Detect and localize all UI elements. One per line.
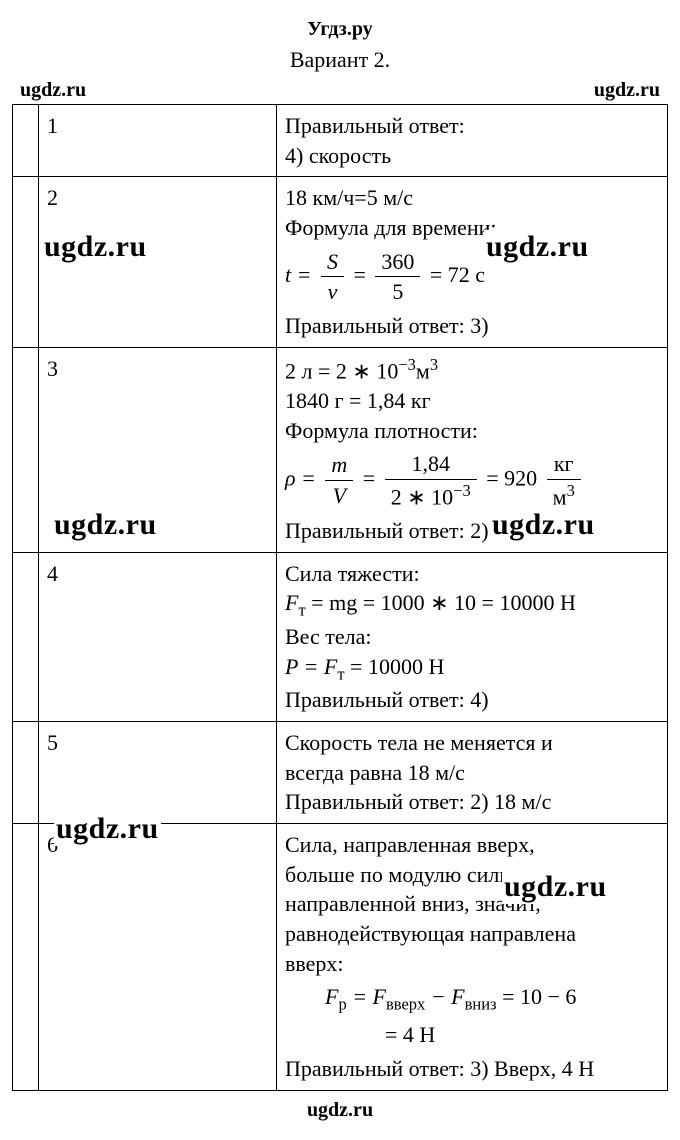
text-part: − F bbox=[425, 984, 464, 1009]
table-row: 4 Сила тяжести: Fт = mg = 1000 ∗ 10 = 10… bbox=[13, 552, 668, 721]
answer-line: 4) скорость bbox=[285, 141, 659, 171]
cell-number: 1 bbox=[39, 105, 277, 177]
text-part: F bbox=[325, 984, 338, 1009]
watermark-overlay: ugdz.ru bbox=[42, 230, 149, 264]
cell-number: 6 bbox=[39, 824, 277, 1090]
frac-den: 2 ∗ 10−3 bbox=[385, 480, 477, 512]
fraction: S v bbox=[321, 247, 344, 307]
cell-number: 4 bbox=[39, 552, 277, 721]
eq-text: t = bbox=[285, 262, 311, 287]
watermark-row-top: ugdz.ru ugdz.ru bbox=[12, 79, 668, 102]
frac-num: 1,84 bbox=[385, 449, 477, 480]
superscript: 3 bbox=[430, 355, 438, 374]
fraction: кг м3 bbox=[547, 449, 581, 512]
answer-line: Правильный ответ: 2) bbox=[285, 516, 659, 546]
subscript: р bbox=[338, 995, 346, 1014]
eq-text: = 920 bbox=[486, 466, 542, 491]
fraction: 1,84 2 ∗ 10−3 bbox=[385, 449, 477, 512]
equation: = 4 Н bbox=[285, 1020, 659, 1050]
variant-title: Вариант 2. bbox=[12, 47, 668, 73]
answer-line: 1840 г = 1,84 кг bbox=[285, 386, 659, 416]
frac-den: V bbox=[325, 481, 353, 511]
answer-line: 18 км/ч=5 м/с bbox=[285, 183, 659, 213]
answer-line: Правильный ответ: 2) 18 м/с bbox=[285, 787, 659, 817]
subscript: вниз bbox=[465, 995, 497, 1014]
site-header: Угдз.ру bbox=[12, 18, 668, 41]
cell-answer: 18 км/ч=5 м/с Формула для времени: t = S… bbox=[277, 177, 668, 347]
text-part: F bbox=[285, 590, 298, 615]
cell-blank bbox=[13, 105, 39, 177]
superscript: −3 bbox=[453, 481, 471, 500]
text-part: м bbox=[553, 484, 567, 509]
frac-den: v bbox=[321, 277, 344, 307]
answer-line: Скорость тела не меняется и bbox=[285, 728, 659, 758]
text-part: = 10000 Н bbox=[345, 654, 445, 679]
text-part: 2 л = 2 ∗ 10 bbox=[285, 358, 398, 383]
cell-blank bbox=[13, 721, 39, 823]
frac-den: 5 bbox=[375, 277, 420, 307]
answer-line: Правильный ответ: 3) bbox=[285, 311, 659, 341]
equation: t = S v = 360 5 = 72 с bbox=[285, 247, 659, 307]
page-root: Угдз.ру Вариант 2. ugdz.ru ugdz.ru 1 Пра… bbox=[0, 0, 680, 1140]
answer-line: Формула для времени: bbox=[285, 213, 659, 243]
table-row: 1 Правильный ответ: 4) скорость bbox=[13, 105, 668, 177]
cell-blank bbox=[13, 347, 39, 552]
eq-text: = 72 с bbox=[430, 262, 485, 287]
subscript: вверх bbox=[386, 995, 425, 1014]
subscript: т bbox=[298, 601, 305, 620]
cell-blank bbox=[13, 552, 39, 721]
table-row: 6 Сила, направленная вверх, больше по мо… bbox=[13, 824, 668, 1090]
watermark-text: ugdz.ru bbox=[20, 79, 86, 102]
watermark-overlay: ugdz.ru bbox=[502, 870, 609, 904]
watermark-overlay: ugdz.ru bbox=[484, 230, 591, 264]
answer-line: Fт = mg = 1000 ∗ 10 = 10000 Н bbox=[285, 588, 659, 622]
cell-answer: Сила, направленная вверх, больше по моду… bbox=[277, 824, 668, 1090]
text-part: = mg = 1000 ∗ 10 = 10000 Н bbox=[306, 590, 576, 615]
answer-line: Правильный ответ: 3) Вверх, 4 Н bbox=[285, 1054, 659, 1084]
text-part: 2 ∗ 10 bbox=[391, 484, 453, 509]
table-row: 5 Скорость тела не меняется и всегда рав… bbox=[13, 721, 668, 823]
watermark-overlay: ugdz.ru bbox=[490, 508, 597, 542]
answer-line: Правильный ответ: bbox=[285, 111, 659, 141]
text-part: P = F bbox=[285, 654, 337, 679]
answer-line: равнодействующая направлена bbox=[285, 919, 659, 949]
cell-answer: Скорость тела не меняется и всегда равна… bbox=[277, 721, 668, 823]
cell-blank bbox=[13, 177, 39, 347]
frac-num: 360 bbox=[375, 247, 420, 278]
answer-line: Сила тяжести: bbox=[285, 559, 659, 589]
cell-answer: Правильный ответ: 4) скорость bbox=[277, 105, 668, 177]
cell-blank bbox=[13, 824, 39, 1090]
answer-line: Сила, направленная вверх, bbox=[285, 830, 659, 860]
answer-line: всегда равна 18 м/с bbox=[285, 758, 659, 788]
answer-line: вверх: bbox=[285, 949, 659, 979]
answer-line: Правильный ответ: 4) bbox=[285, 685, 659, 715]
answer-line: P = Fт = 10000 Н bbox=[285, 652, 659, 686]
frac-num: S bbox=[321, 247, 344, 278]
cell-answer: 2 л = 2 ∗ 10−3м3 1840 г = 1,84 кг Формул… bbox=[277, 347, 668, 552]
fraction: m V bbox=[325, 450, 353, 510]
site-footer: ugdz.ru bbox=[12, 1099, 668, 1122]
eq-text: = bbox=[353, 262, 365, 287]
fraction: 360 5 bbox=[375, 247, 420, 307]
text-part: = 10 − 6 bbox=[497, 984, 577, 1009]
cell-number: 5 bbox=[39, 721, 277, 823]
watermark-text: ugdz.ru bbox=[594, 79, 660, 102]
eq-text: ρ = bbox=[285, 466, 316, 491]
answer-line: Формула плотности: bbox=[285, 416, 659, 446]
frac-num: m bbox=[325, 450, 353, 481]
superscript: −3 bbox=[398, 355, 416, 374]
superscript: 3 bbox=[567, 481, 575, 500]
answer-line: 2 л = 2 ∗ 10−3м3 bbox=[285, 354, 659, 386]
cell-answer: Сила тяжести: Fт = mg = 1000 ∗ 10 = 1000… bbox=[277, 552, 668, 721]
text-part: м bbox=[416, 358, 430, 383]
subscript: т bbox=[337, 664, 344, 683]
equation: ρ = m V = 1,84 2 ∗ 10−3 = 920 кг м3 bbox=[285, 449, 659, 512]
equation: Fр = Fвверх − Fвниз = 10 − 6 bbox=[285, 982, 659, 1016]
text-part: = F bbox=[347, 984, 386, 1009]
answer-line: Вес тела: bbox=[285, 622, 659, 652]
eq-text: = bbox=[363, 466, 375, 491]
watermark-overlay: ugdz.ru bbox=[54, 812, 161, 846]
watermark-overlay: ugdz.ru bbox=[52, 508, 159, 542]
frac-num: кг bbox=[547, 449, 581, 480]
